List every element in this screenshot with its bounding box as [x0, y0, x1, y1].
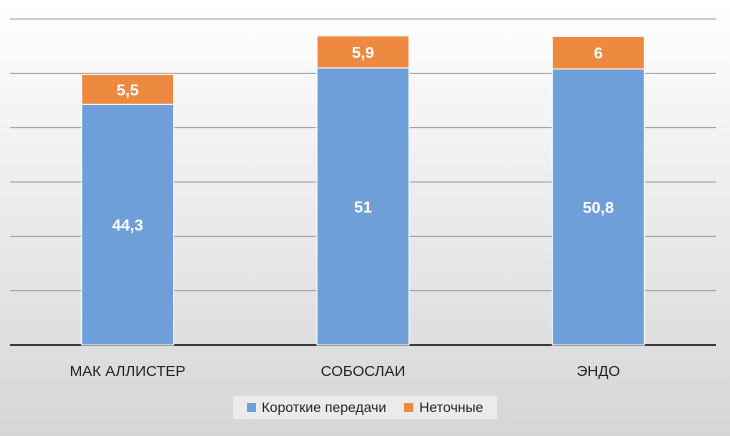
legend-label-short-passes: Короткие передачи: [261, 399, 387, 415]
x-tick-label-0: МАК АЛЛИСТЕР: [70, 363, 186, 380]
bar-inaccurate-1: [316, 35, 410, 69]
legend-item-inaccurate: Неточные: [404, 399, 483, 415]
legend-container: Короткие передачи Неточные: [0, 396, 730, 419]
legend-item-short-passes: Короткие передачи: [246, 399, 387, 415]
legend-label-inaccurate: Неточные: [419, 399, 484, 415]
bar-short-passes-2: [551, 68, 645, 346]
bar-inaccurate-2: [551, 35, 645, 70]
legend-swatch-inaccurate: [404, 402, 414, 412]
legend: Короткие передачи Неточные: [232, 396, 498, 419]
x-tick-labels-group: МАК АЛЛИСТЕР СОБОСЛАИ ЭНДО: [70, 363, 620, 380]
data-label-short-passes-2: 50,8: [583, 200, 614, 217]
x-tick-label-2: ЭНДО: [577, 363, 620, 380]
x-tick-label-1: СОБОСЛАИ: [321, 363, 405, 380]
bar-inaccurate-0: [81, 73, 175, 105]
data-labels-group: 44,3 5,5 51 5,9 50,8 6: [112, 45, 614, 235]
legend-swatch-short-passes: [246, 402, 256, 412]
data-label-inaccurate-1: 5,9: [352, 45, 374, 62]
bar-short-passes-1: [316, 67, 410, 346]
data-label-inaccurate-0: 5,5: [117, 82, 139, 99]
data-label-short-passes-0: 44,3: [112, 218, 143, 235]
data-label-short-passes-1: 51: [354, 199, 372, 216]
bars-group: [81, 35, 645, 346]
data-label-inaccurate-2: 6: [594, 46, 603, 63]
